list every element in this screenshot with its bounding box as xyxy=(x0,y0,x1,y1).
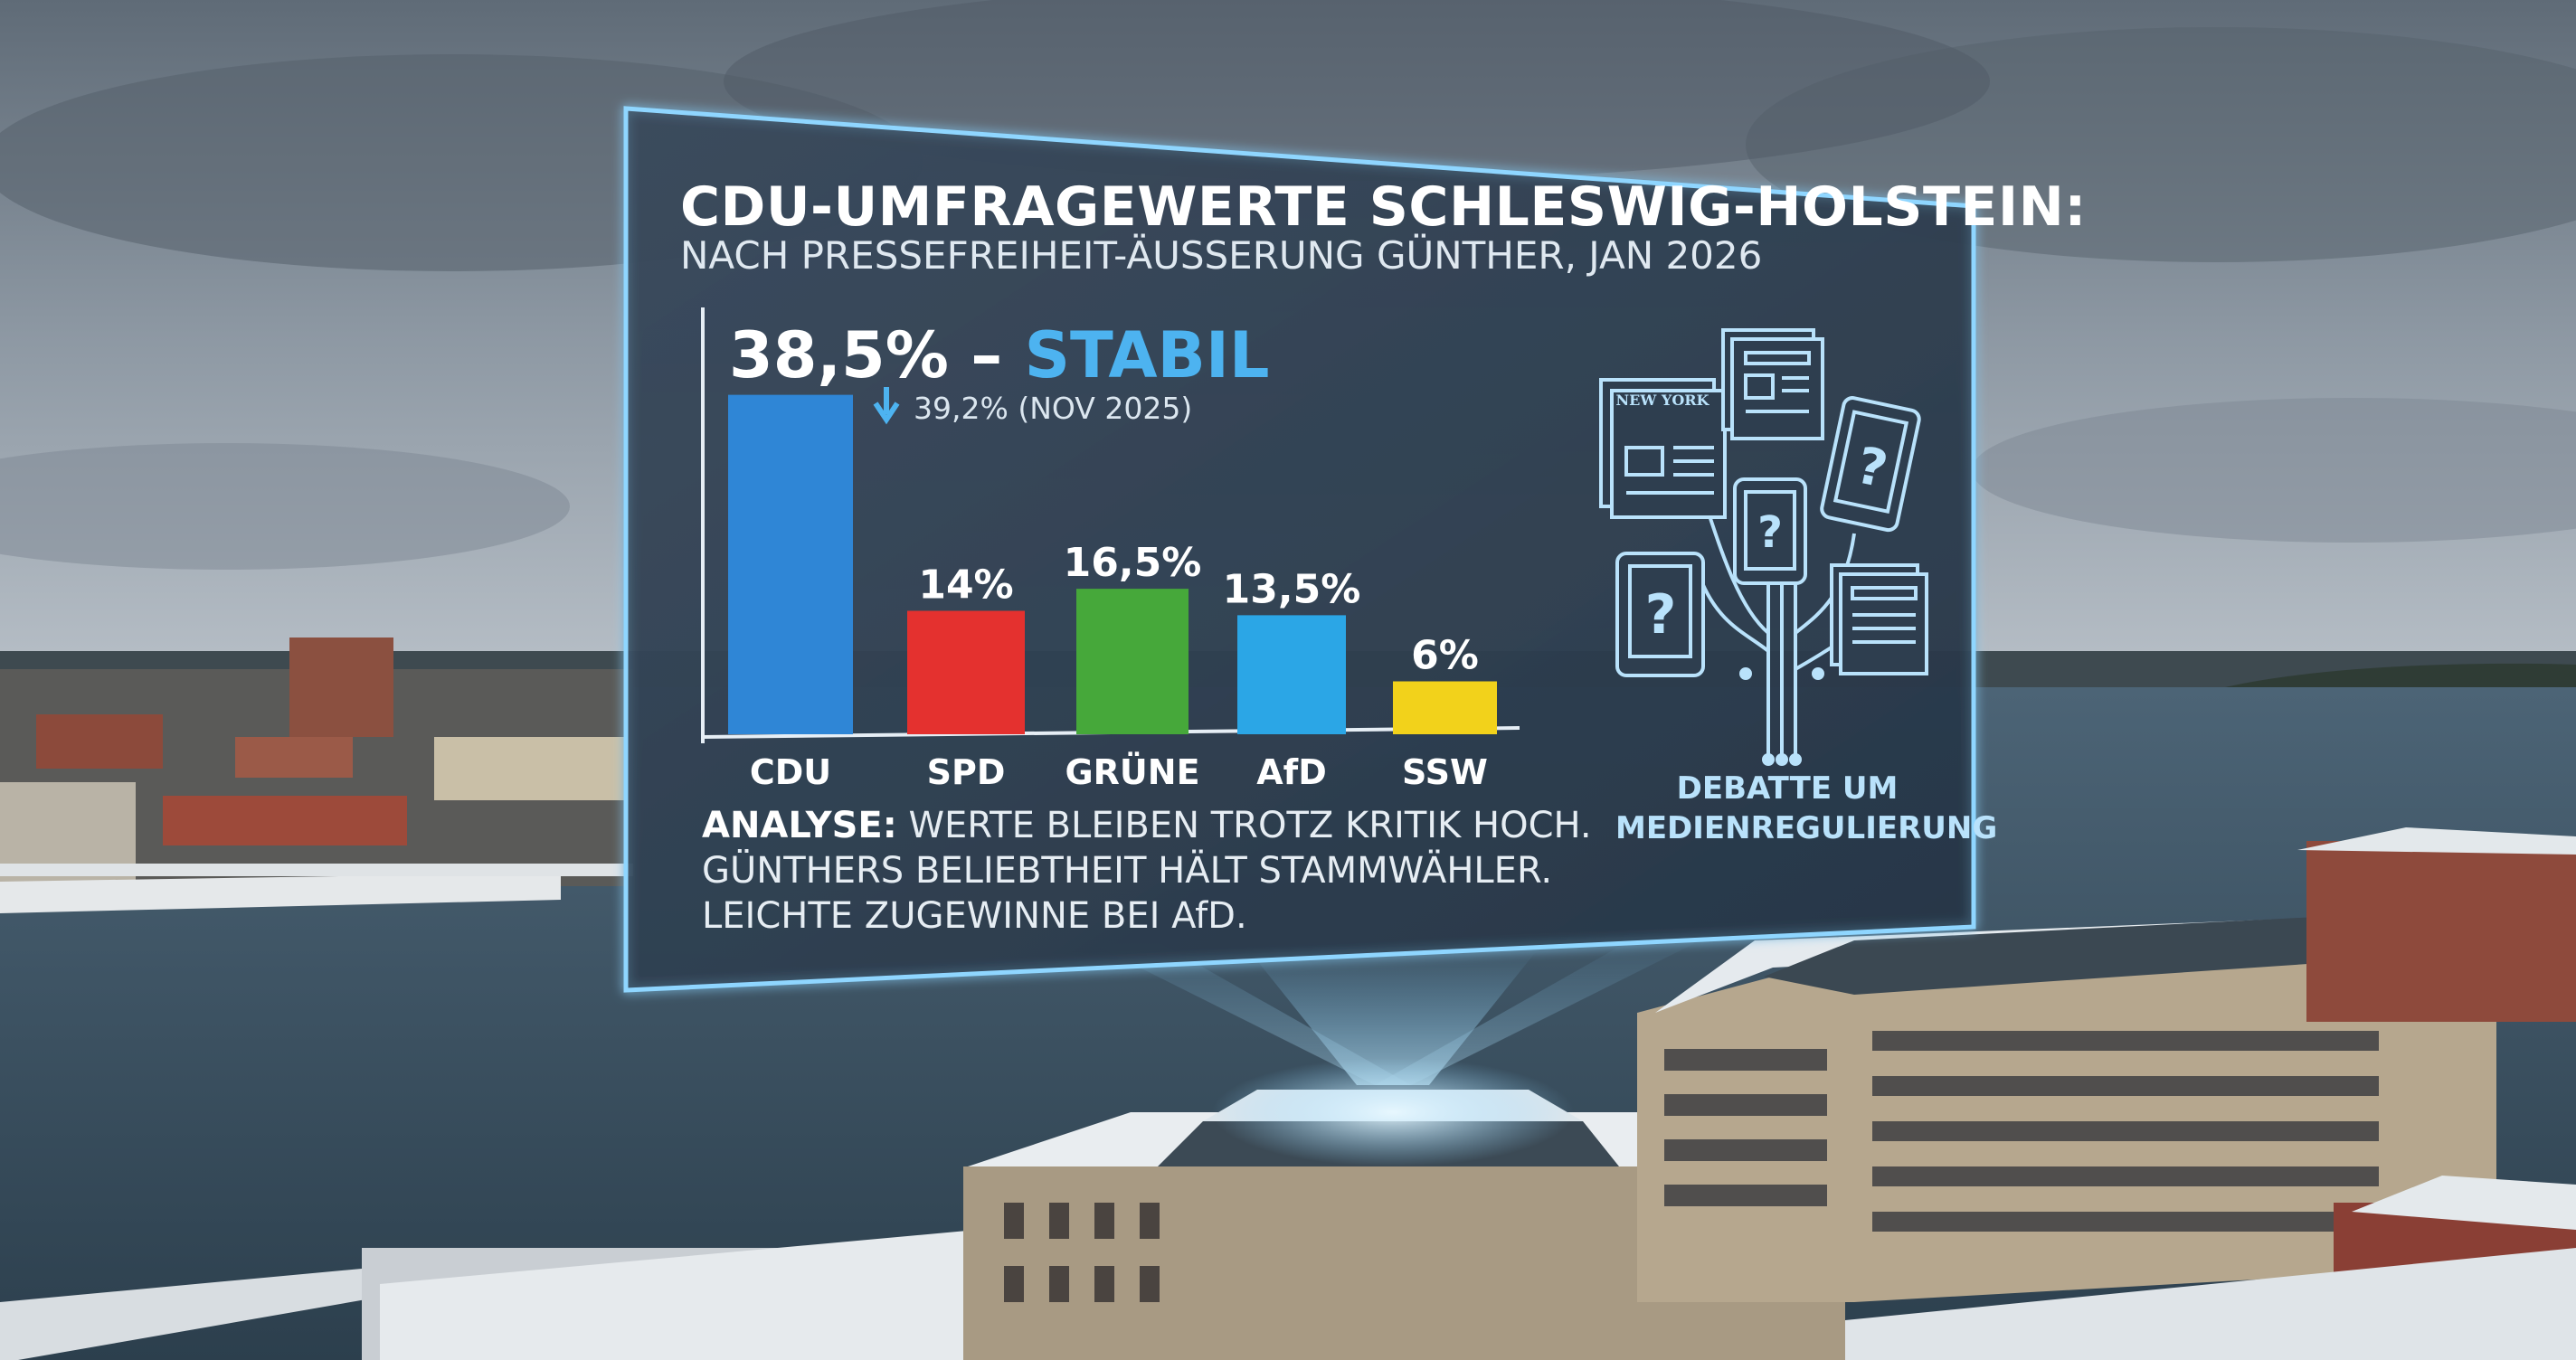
tablet-question-icon xyxy=(1820,396,1921,533)
chart-subtitle: NACH PRESSEFREIHEIT-ÄUSSERUNG GÜNTHER, J… xyxy=(680,233,1763,278)
analysis-text: ANALYSE: WERTE BLEIBEN TROTZ KRITIK HOCH… xyxy=(702,803,1592,939)
bar-grüne xyxy=(1076,589,1189,734)
category-label-spd: SPD xyxy=(927,752,1006,792)
chart-category-labels: CDU SPD GRÜNE AfD SSW xyxy=(750,752,1488,792)
tablet-question-icon xyxy=(1615,552,1705,677)
category-label-ssw: SSW xyxy=(1402,752,1488,792)
newspaper-icon xyxy=(1830,563,1928,675)
bar-spd xyxy=(907,610,1025,734)
question-marks: ? ? ? xyxy=(1645,436,1893,647)
headline-number: 38,5% xyxy=(729,318,949,392)
data-label-grüne: 16,5% xyxy=(1064,540,1202,586)
analysis-line-3: LEICHTE ZUGEWINNE BEI AfD. xyxy=(702,895,1247,937)
svg-text:?: ? xyxy=(1757,507,1783,558)
newspaper-icon xyxy=(1599,378,1727,519)
arrow-down-icon xyxy=(873,387,900,425)
media-icon-cluster xyxy=(1599,328,1928,766)
category-label-grüne: GRÜNE xyxy=(1065,752,1199,792)
hologram-panel xyxy=(623,106,1976,993)
analysis-line-2: GÜNTHERS BELIEBTHEIT HÄLT STAMMWÄHLER. xyxy=(702,850,1553,892)
newspaper-icon xyxy=(1721,328,1824,440)
data-label-spd: 14% xyxy=(918,562,1013,609)
category-label-afd: AfD xyxy=(1256,752,1326,792)
analysis-line-1: ANALYSE: WERTE BLEIBEN TROTZ KRITIK HOCH… xyxy=(702,803,1592,848)
tablet-question-icon xyxy=(1733,477,1807,585)
data-label-afd: 13,5% xyxy=(1223,566,1361,612)
right-office-building xyxy=(1637,827,2576,1360)
bar-ssw xyxy=(1393,681,1497,734)
bar-cdu xyxy=(728,394,853,734)
analysis-line-1-text: WERTE BLEIBEN TROTZ KRITIK HOCH. xyxy=(896,805,1592,846)
bottom-left-pier xyxy=(0,1230,977,1360)
analysis-label: ANALYSE: xyxy=(702,805,897,846)
headline-dash: – xyxy=(948,318,1025,392)
cloud xyxy=(1972,398,2576,543)
svg-text:?: ? xyxy=(1645,583,1677,647)
chart-title: CDU-UMFRAGEWERTE SCHLESWIG-HOLSTEIN: xyxy=(680,175,2087,239)
projector-beams xyxy=(1067,931,1719,1085)
chart-bars xyxy=(728,394,1497,734)
cloud xyxy=(724,0,1990,181)
media-debate-caption: DEBATTE UM MEDIENREGULIERUNG xyxy=(1615,770,1998,846)
data-label-ssw: 6% xyxy=(1411,633,1479,679)
cloud xyxy=(0,443,570,570)
headline-value: 38,5% – STABIL xyxy=(729,318,1270,392)
previous-value: 39,2% (NOV 2025) xyxy=(914,391,1193,426)
headline-status: STABIL xyxy=(1024,318,1270,392)
newspaper-masthead: NEW YORK xyxy=(1616,392,1710,409)
bar-afd xyxy=(1237,615,1346,734)
chart-data-labels: 14% 16,5% 13,5% 6% xyxy=(918,540,1479,678)
category-label-cdu: CDU xyxy=(750,752,831,792)
left-city xyxy=(0,638,633,913)
